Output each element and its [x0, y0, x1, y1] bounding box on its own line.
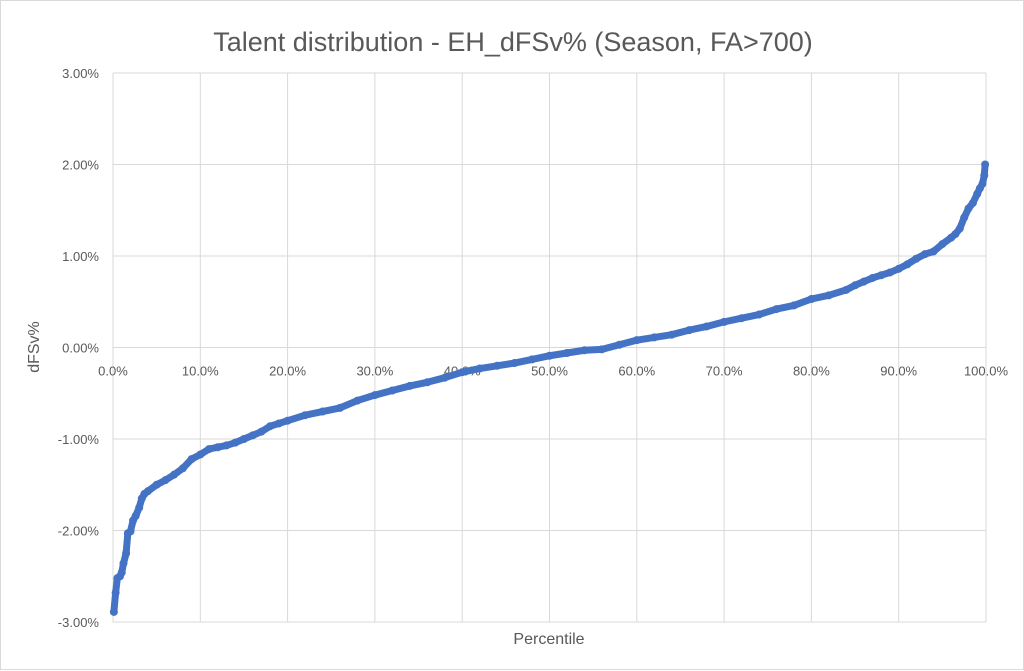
data-point: [143, 487, 152, 496]
data-point: [122, 549, 131, 558]
data-point: [632, 336, 641, 345]
data-point: [929, 247, 938, 256]
data-point: [213, 443, 222, 452]
x-tick-label: 60.0%: [618, 364, 655, 379]
x-axis-label: Percentile: [513, 631, 584, 648]
data-point: [370, 391, 379, 400]
data-point: [920, 250, 929, 259]
data-point: [475, 364, 484, 373]
data-point: [702, 322, 711, 331]
data-point: [981, 160, 990, 169]
data-point: [111, 588, 120, 597]
data-point: [580, 346, 589, 355]
data-point: [978, 179, 987, 188]
x-tick-label: 30.0%: [356, 364, 393, 379]
data-point: [196, 450, 205, 459]
y-tick-label: 2.00%: [62, 158, 99, 173]
data-point: [720, 317, 729, 326]
data-point: [903, 260, 912, 269]
data-point: [960, 213, 969, 222]
data-point: [772, 305, 781, 314]
data-point: [597, 345, 606, 354]
data-point: [131, 511, 140, 520]
y-axis-label: dFSv%: [26, 321, 43, 373]
data-point: [528, 355, 537, 364]
data-point: [301, 411, 310, 420]
data-point: [152, 480, 161, 489]
x-tick-label: 70.0%: [706, 364, 743, 379]
x-tick-label: 80.0%: [793, 364, 830, 379]
data-point: [894, 264, 903, 273]
x-tick-label: 0.0%: [98, 364, 128, 379]
data-point: [493, 361, 502, 370]
data-point: [458, 368, 467, 377]
data-point: [231, 438, 240, 447]
data-point: [877, 271, 886, 280]
y-tick-label: -3.00%: [58, 615, 100, 630]
data-point: [257, 427, 266, 436]
y-tick-label: -2.00%: [58, 524, 100, 539]
x-tick-label: 100.0%: [964, 364, 1009, 379]
data-point: [405, 381, 414, 390]
data-point: [119, 559, 128, 568]
data-point: [807, 295, 816, 304]
data-point: [667, 330, 676, 339]
data-point: [205, 445, 214, 454]
data-point: [938, 240, 947, 249]
data-point: [423, 378, 432, 387]
data-point: [968, 198, 977, 207]
data-point: [964, 204, 973, 213]
data-point: [109, 607, 118, 616]
data-point: [266, 422, 275, 431]
data-point: [248, 431, 257, 440]
data-point: [510, 359, 519, 368]
chart-title: Talent distribution - EH_dFSv% (Season, …: [213, 27, 813, 57]
data-point: [885, 268, 894, 277]
data-point: [824, 291, 833, 300]
x-tick-label: 90.0%: [880, 364, 917, 379]
y-tick-label: 0.00%: [62, 341, 99, 356]
data-point: [126, 527, 135, 536]
data-point: [615, 340, 624, 349]
data-point: [755, 310, 764, 319]
data-point: [283, 416, 292, 425]
data-point: [955, 224, 964, 233]
y-tick-label: 3.00%: [62, 66, 99, 81]
data-point: [222, 441, 231, 450]
data-point: [737, 314, 746, 323]
data-point: [335, 403, 344, 412]
data-point: [318, 407, 327, 416]
data-point: [161, 476, 170, 485]
data-point: [868, 273, 877, 282]
data-point: [851, 281, 860, 290]
data-point: [650, 333, 659, 342]
data-point: [685, 326, 694, 335]
data-point: [545, 351, 554, 360]
data-point: [859, 277, 868, 286]
data-point: [842, 285, 851, 294]
data-point: [980, 171, 989, 180]
data-point: [117, 568, 126, 577]
data-point: [135, 503, 144, 512]
data-point: [562, 348, 571, 357]
data-point: [178, 464, 187, 473]
data-point: [170, 470, 179, 479]
data-point: [187, 455, 196, 464]
data-point: [789, 301, 798, 310]
data-point: [388, 386, 397, 395]
y-tick-label: -1.00%: [58, 432, 100, 447]
y-tick-label: 1.00%: [62, 249, 99, 264]
x-tick-label: 20.0%: [269, 364, 306, 379]
x-tick-label: 10.0%: [182, 364, 219, 379]
data-point: [239, 435, 248, 443]
data-point: [274, 419, 283, 428]
data-point: [951, 230, 960, 239]
data-point: [440, 373, 449, 382]
data-point: [353, 396, 362, 405]
data-point: [912, 254, 921, 263]
x-tick-label: 50.0%: [531, 364, 568, 379]
